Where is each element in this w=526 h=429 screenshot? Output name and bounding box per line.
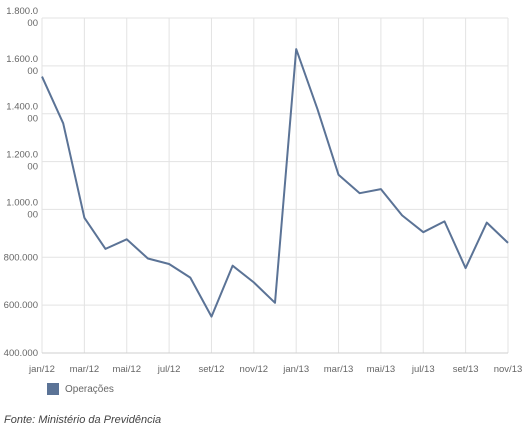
y-tick-label: 600.000 [4,300,38,311]
x-tick-label: jul/12 [157,364,181,375]
y-tick-label: 400.000 [4,348,38,359]
x-tick-label: jan/13 [282,364,309,375]
x-tick-label: nov/12 [240,364,269,375]
x-tick-label: jan/12 [28,364,55,375]
y-tick-label: 1.200.0 00 [6,150,38,173]
series-line-operacoes [41,48,509,318]
x-tick-label: set/12 [199,364,225,375]
x-tick-label: mai/13 [367,364,396,375]
x-tick-label: mai/12 [112,364,141,375]
y-axis-ticks: 400.000 600.000 800.000 1.000.0 00 1.200.0 00 1… [4,6,38,359]
x-tick-label: nov/13 [494,364,523,375]
line-chart: 400.000 600.000 800.000 1.000.0 00 1.200.0 00 1… [4,6,523,375]
legend-label: Operações [65,383,114,395]
x-tick-label: set/13 [453,364,479,375]
y-tick-label: 1.000.0 00 [6,197,38,220]
x-axis-ticks: jan/12 mar/12 mai/12 jul/12 set/12 nov/12 jan/… [28,364,522,375]
x-tick-label: mar/13 [324,364,354,375]
chart-grid [41,17,509,354]
chart-legend: Operações [47,383,114,395]
legend-swatch [47,383,59,395]
y-tick-label: 800.000 [4,252,38,263]
x-tick-label: jul/13 [411,364,435,375]
y-tick-label: 1.800.0 00 [6,6,38,29]
source-caption: Fonte: Ministério da Previdência [4,414,162,426]
y-tick-label: 1.400.0 00 [6,102,38,125]
x-tick-label: mar/12 [70,364,100,375]
chart-series [41,48,509,318]
y-tick-label: 1.600.0 00 [6,54,38,77]
